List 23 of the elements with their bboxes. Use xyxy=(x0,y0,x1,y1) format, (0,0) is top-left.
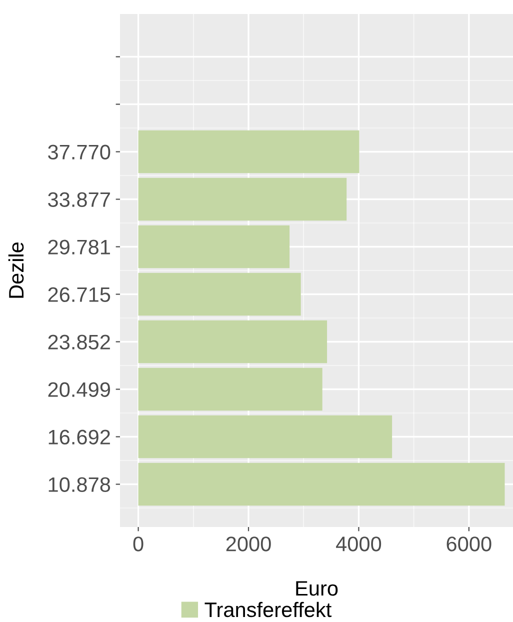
y-tick-label: 37.770 xyxy=(48,144,110,160)
y-tick-label: 20.499 xyxy=(48,382,110,398)
x-tick-label: 6000 xyxy=(446,536,492,552)
bar xyxy=(138,415,392,458)
x-tick-label: 2000 xyxy=(226,536,271,552)
y-axis-title: Dezile xyxy=(8,242,24,298)
y-tick-label: 23.852 xyxy=(48,334,110,350)
bar xyxy=(138,462,505,506)
x-axis-title: Euro xyxy=(296,581,338,596)
y-tick-label: 26.715 xyxy=(48,287,110,302)
bar xyxy=(138,178,347,221)
y-tick-label: 33.877 xyxy=(48,192,110,208)
legend-label: Transfereffekt xyxy=(204,602,332,618)
bar xyxy=(138,320,328,364)
x-tick-label: 4000 xyxy=(336,536,382,552)
bar xyxy=(138,130,360,174)
y-tick-label: 10.878 xyxy=(48,477,110,492)
bar xyxy=(138,368,322,411)
bar xyxy=(138,225,290,268)
y-tick-label: 16.692 xyxy=(48,430,110,445)
bar xyxy=(138,272,301,316)
y-tick-label: 29.781 xyxy=(48,240,110,255)
x-tick-label: 0 xyxy=(133,536,144,552)
